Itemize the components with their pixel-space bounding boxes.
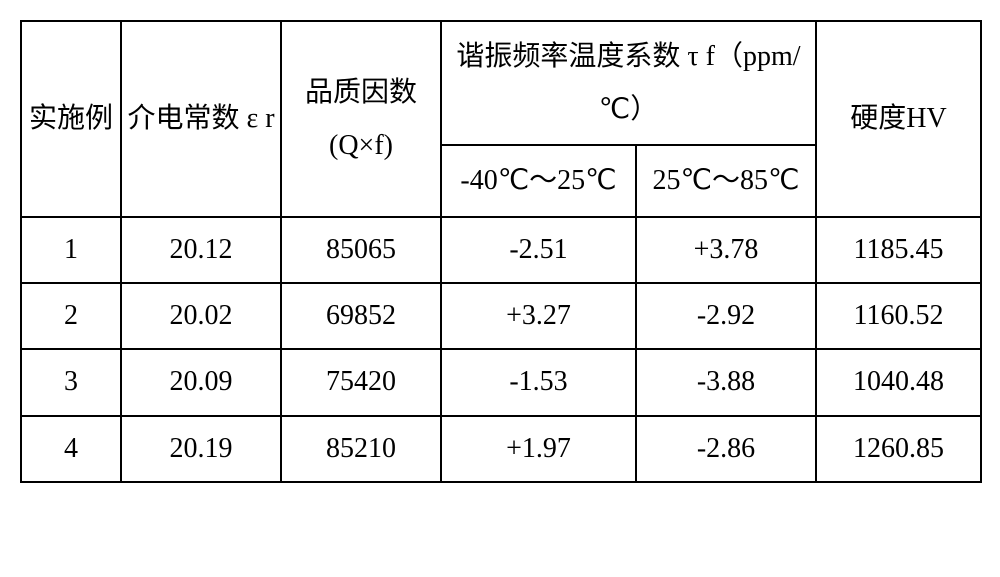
cell-tauf-high: -2.86 [636,416,816,482]
cell-dielectric: 20.02 [121,283,281,349]
table-row: 120.1285065-2.51+3.781185.45 [21,217,981,283]
cell-hardness: 1260.85 [816,416,981,482]
cell-dielectric: 20.09 [121,349,281,415]
cell-tauf-high: -2.92 [636,283,816,349]
cell-tauf-low: +1.97 [441,416,636,482]
table-row: 220.0269852+3.27-2.921160.52 [21,283,981,349]
cell-qf: 85065 [281,217,441,283]
cell-qf: 75420 [281,349,441,415]
cell-tauf-high: +3.78 [636,217,816,283]
header-example: 实施例 [21,21,121,217]
table-row: 320.0975420-1.53-3.881040.48 [21,349,981,415]
cell-id: 1 [21,217,121,283]
cell-hardness: 1160.52 [816,283,981,349]
cell-id: 4 [21,416,121,482]
cell-tauf-low: -2.51 [441,217,636,283]
header-qf-line2: (Q×f) [329,130,393,161]
header-hardness: 硬度HV [816,21,981,217]
header-tauf-group: 谐振频率温度系数 τ f（ppm/℃） [441,21,816,145]
cell-tauf-high: -3.88 [636,349,816,415]
cell-hardness: 1185.45 [816,217,981,283]
header-qf-line1: 品质因数 [305,77,417,108]
cell-qf: 69852 [281,283,441,349]
cell-tauf-low: -1.53 [441,349,636,415]
cell-hardness: 1040.48 [816,349,981,415]
header-tauf-high: 25℃～85℃ [636,145,816,216]
cell-dielectric: 20.19 [121,416,281,482]
header-qf: 品质因数 (Q×f) [281,21,441,217]
cell-qf: 85210 [281,416,441,482]
header-dielectric: 介电常数 ε r [121,21,281,217]
cell-id: 3 [21,349,121,415]
table-body: 120.1285065-2.51+3.781185.45220.0269852+… [21,217,981,483]
cell-dielectric: 20.12 [121,217,281,283]
header-row-1: 实施例 介电常数 ε r 品质因数 (Q×f) 谐振频率温度系数 τ f（ppm… [21,21,981,145]
data-table: 实施例 介电常数 ε r 品质因数 (Q×f) 谐振频率温度系数 τ f（ppm… [20,20,982,483]
header-tauf-low: -40℃～25℃ [441,145,636,216]
cell-id: 2 [21,283,121,349]
cell-tauf-low: +3.27 [441,283,636,349]
table-row: 420.1985210+1.97-2.861260.85 [21,416,981,482]
